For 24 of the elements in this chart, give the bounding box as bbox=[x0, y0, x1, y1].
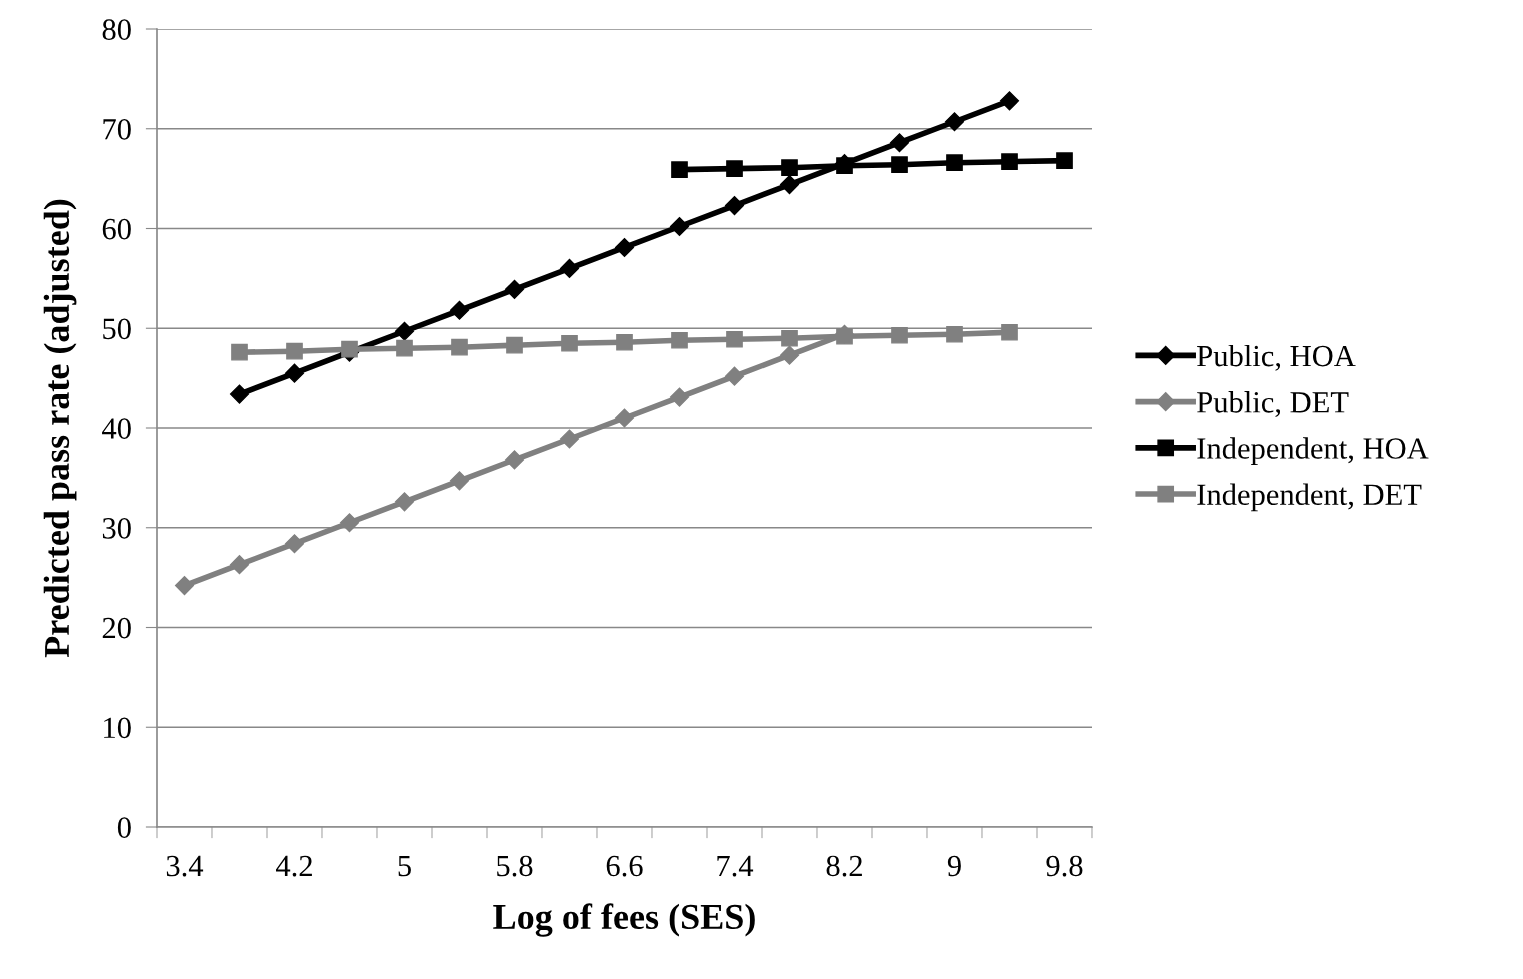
y-tick-label: 40 bbox=[102, 418, 131, 439]
x-axis-title: Log of fees (SES) bbox=[493, 903, 755, 937]
x-tick-label: 9.8 bbox=[1046, 855, 1083, 877]
x-tick-label: 5 bbox=[398, 855, 411, 877]
legend-label: Independent, DET bbox=[1197, 483, 1422, 512]
x-tick-label: 9 bbox=[947, 855, 961, 877]
y-tick-label: 10 bbox=[104, 717, 131, 739]
x-tick-label: 7.4 bbox=[717, 855, 754, 877]
legend-label: Public, DET bbox=[1197, 391, 1349, 418]
x-tick-label: 5.8 bbox=[497, 855, 533, 877]
y-tick-label: 60 bbox=[102, 218, 131, 240]
x-tick-label: 6.6 bbox=[606, 855, 643, 877]
y-tick-label: 30 bbox=[102, 518, 131, 539]
y-tick-label: 20 bbox=[102, 617, 131, 639]
legend-label: Public, HOA bbox=[1197, 344, 1356, 371]
y-axis-title: Predicted pass rate (adjusted) bbox=[43, 199, 77, 658]
y-tick-label: 70 bbox=[103, 119, 131, 140]
x-tick-label: 8.2 bbox=[826, 855, 862, 877]
x-tick-label: 3.4 bbox=[166, 855, 204, 877]
y-tick-label: 50 bbox=[103, 318, 131, 340]
y-tick-label: 80 bbox=[102, 19, 131, 40]
legend-label: Independent, HOA bbox=[1197, 437, 1429, 466]
y-tick-label: 0 bbox=[117, 817, 131, 838]
x-tick-label: 4.2 bbox=[276, 855, 312, 877]
